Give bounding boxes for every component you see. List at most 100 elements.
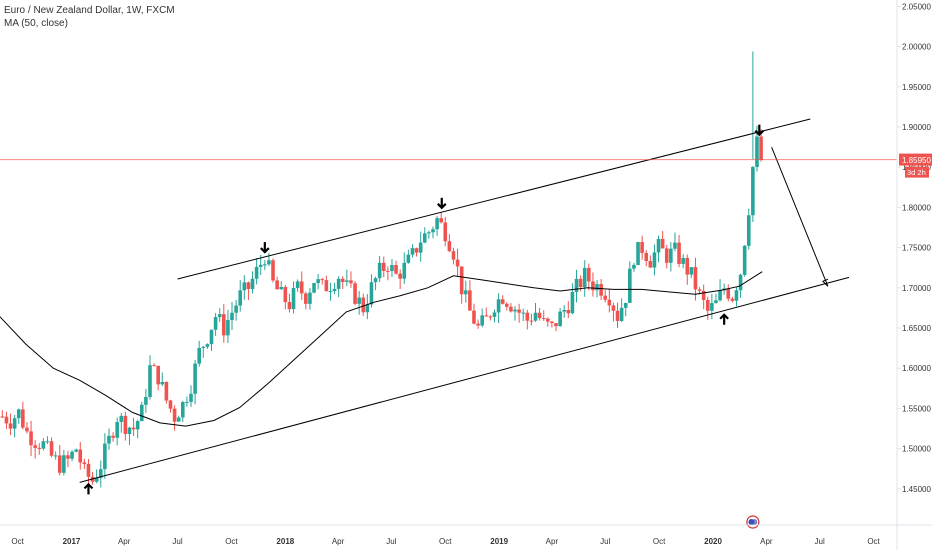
projection-arrow-line: [771, 146, 829, 287]
candle-down: [603, 295, 608, 300]
candle-up: [410, 248, 415, 255]
candle-up: [316, 279, 320, 284]
candle-down: [488, 316, 493, 318]
candle-up: [619, 307, 624, 321]
candle-down: [168, 400, 173, 409]
candle-up: [390, 265, 394, 271]
price-badge-value: 1.85950: [902, 156, 931, 165]
candle-up: [492, 312, 497, 317]
candle-up: [328, 290, 333, 292]
candle-up: [176, 417, 181, 422]
candle-up: [70, 451, 74, 459]
candle-down: [500, 299, 505, 304]
candle-up: [119, 415, 124, 422]
candle-down: [468, 290, 472, 311]
candle-up: [689, 267, 694, 275]
candle-down: [644, 252, 649, 262]
candle-down: [111, 435, 115, 438]
price-tick-label: 1.45000: [902, 485, 931, 494]
candle-down: [693, 267, 698, 290]
candle-down: [607, 299, 612, 306]
candle-up: [185, 401, 189, 403]
candle-down: [484, 315, 489, 317]
candle-down: [398, 273, 402, 279]
candle-down: [82, 462, 87, 464]
candle-down: [439, 218, 443, 223]
candle-down: [25, 427, 29, 432]
price-tick-label: 1.90000: [902, 123, 931, 132]
candle-down: [730, 298, 735, 301]
candle-down: [599, 284, 603, 296]
candle-up: [377, 262, 382, 279]
candle-down: [275, 280, 279, 290]
candle-down: [591, 281, 595, 291]
candles-layer: [0, 51, 763, 488]
candle-up: [53, 455, 58, 457]
candle-down: [705, 299, 710, 311]
candle-down: [504, 303, 509, 307]
time-tick-label: Jul: [600, 537, 610, 546]
candle-up: [480, 315, 484, 326]
candle-down: [587, 267, 591, 282]
candle-down: [164, 381, 169, 401]
candle-up: [127, 427, 132, 435]
candle-up: [45, 441, 50, 443]
candle-up: [496, 299, 501, 313]
candle-down: [677, 242, 681, 264]
candle-down: [299, 281, 304, 294]
candle-down: [615, 310, 620, 321]
marker-layer: [83, 124, 765, 529]
candle-up: [656, 238, 661, 253]
candle-up: [160, 381, 165, 385]
candle-down: [349, 280, 353, 284]
time-tick-label: Apr: [332, 537, 345, 546]
candle-up: [402, 262, 407, 279]
price-axis[interactable]: 2.050002.000001.950001.900001.850001.800…: [896, 0, 931, 550]
candle-up: [734, 290, 739, 301]
candle-down: [381, 262, 386, 271]
candle-up: [238, 290, 243, 306]
arrow-up-head: [719, 313, 729, 320]
candle-up: [595, 284, 599, 291]
candle-down: [578, 278, 583, 288]
candle-down: [66, 455, 70, 459]
candle-down: [701, 290, 706, 300]
indicator-title: MA (50, close): [4, 18, 68, 29]
candle-down: [664, 248, 669, 263]
countdown-badge-value: 3d 2h: [907, 168, 926, 177]
candle-up: [673, 242, 677, 249]
time-tick-label: 2019: [490, 537, 508, 546]
candle-up: [62, 455, 66, 473]
candle-up: [574, 278, 579, 292]
candle-up: [755, 136, 759, 168]
candle-down: [8, 423, 13, 429]
chart-legend: Euro / New Zealand Dollar, 1W, FXCM MA (…: [4, 4, 175, 30]
ma-50-line: [0, 271, 763, 427]
candle-up: [242, 282, 247, 291]
candle-down: [697, 289, 702, 291]
candle-down: [443, 222, 448, 242]
candle-down: [131, 427, 136, 430]
candle-down: [525, 312, 530, 321]
price-badge-bg: [899, 153, 932, 166]
candle-down: [340, 278, 345, 282]
candle-down: [472, 310, 476, 324]
economic-event-icon-flag: [751, 519, 758, 525]
candle-up: [365, 304, 370, 313]
candle-down: [546, 318, 550, 322]
price-tick-label: 2.05000: [902, 2, 931, 11]
price-tick-label: 1.55000: [902, 404, 931, 413]
candle-down: [152, 365, 156, 367]
candle-up: [369, 282, 374, 305]
candle-up: [263, 264, 267, 266]
trendline-layer: [0, 118, 897, 483]
candle-up: [345, 280, 349, 282]
candle-down: [394, 265, 398, 274]
candle-up: [623, 302, 628, 308]
candle-up: [751, 167, 755, 216]
candle-down: [57, 455, 62, 473]
candle-up: [213, 317, 218, 330]
time-axis[interactable]: Oct 2017 Apr Jul Oct 2018 Apr Jul Oct 2019 Apr Jul O…: [0, 524, 932, 546]
candle-down: [509, 306, 513, 312]
